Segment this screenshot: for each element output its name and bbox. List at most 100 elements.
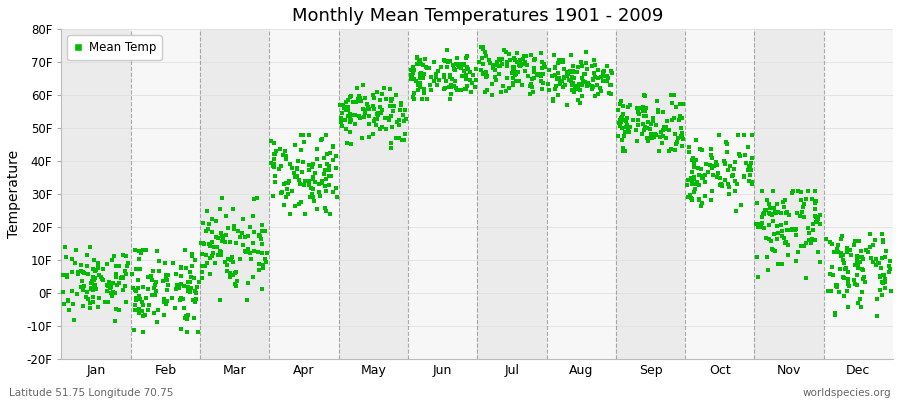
Point: [754, 224, 769, 230]
Point: [805, 236, 819, 242]
Point: [616, 144, 630, 151]
Point: [417, 71, 431, 77]
Point: [491, 59, 505, 65]
Point: [136, 329, 150, 335]
Point: [738, 160, 752, 167]
Point: [651, 109, 665, 115]
Point: [394, 102, 409, 108]
Point: [313, 163, 328, 169]
Point: [495, 61, 509, 67]
Point: [799, 240, 814, 246]
Point: [823, 270, 837, 277]
Point: [346, 99, 360, 105]
Point: [734, 202, 748, 208]
Point: [71, 270, 86, 277]
Point: [684, 195, 698, 201]
Point: [500, 75, 515, 81]
Point: [742, 178, 757, 184]
Point: [459, 53, 473, 59]
Point: [90, 303, 104, 310]
Point: [737, 152, 751, 158]
Point: [879, 248, 894, 254]
Point: [692, 196, 706, 202]
Point: [400, 116, 414, 122]
Point: [140, 247, 154, 254]
Point: [307, 198, 321, 204]
Point: [428, 74, 443, 80]
Point: [167, 305, 182, 312]
Point: [292, 177, 307, 183]
Point: [368, 115, 382, 122]
Point: [526, 89, 541, 96]
Point: [630, 138, 644, 144]
Point: [174, 281, 188, 287]
Point: [605, 70, 619, 76]
Point: [132, 293, 147, 300]
Point: [646, 115, 661, 122]
Point: [445, 76, 459, 82]
Point: [99, 261, 113, 268]
Point: [671, 117, 686, 124]
Point: [180, 288, 194, 294]
Point: [621, 129, 635, 136]
Point: [614, 118, 628, 125]
Point: [572, 82, 587, 88]
Point: [60, 274, 75, 280]
Point: [481, 86, 495, 93]
Point: [414, 70, 428, 76]
Point: [673, 113, 688, 119]
Point: [405, 74, 419, 80]
Point: [266, 140, 281, 146]
Point: [194, 269, 209, 275]
Point: [688, 157, 703, 163]
Point: [594, 88, 608, 94]
Point: [638, 108, 652, 114]
Point: [458, 86, 473, 92]
Point: [129, 295, 143, 302]
Point: [651, 107, 665, 113]
Point: [214, 194, 229, 201]
Point: [692, 182, 706, 188]
Point: [859, 279, 873, 285]
Point: [282, 177, 296, 184]
Point: [80, 288, 94, 295]
Point: [574, 63, 589, 70]
Point: [839, 264, 853, 271]
Point: [691, 197, 706, 203]
Point: [675, 143, 689, 150]
Point: [615, 137, 629, 143]
Point: [373, 103, 387, 110]
Point: [635, 104, 650, 110]
Point: [684, 176, 698, 182]
Point: [292, 200, 306, 207]
Point: [58, 301, 72, 308]
Point: [474, 66, 489, 73]
Point: [841, 245, 855, 251]
Point: [705, 187, 719, 194]
Point: [79, 294, 94, 301]
Point: [95, 276, 110, 283]
Point: [226, 259, 240, 265]
Point: [340, 104, 355, 110]
Point: [704, 152, 718, 158]
Point: [681, 144, 696, 150]
Point: [556, 84, 571, 90]
Point: [87, 257, 102, 264]
Point: [440, 46, 454, 53]
Point: [643, 125, 657, 132]
Point: [302, 178, 316, 184]
Point: [343, 111, 357, 117]
Point: [534, 78, 548, 84]
Point: [516, 82, 530, 88]
Point: [600, 73, 615, 80]
Point: [587, 57, 601, 64]
Point: [243, 250, 257, 256]
Point: [536, 80, 550, 86]
Point: [574, 93, 589, 100]
Point: [640, 135, 654, 141]
Point: [872, 260, 886, 266]
Point: [333, 102, 347, 109]
Point: [595, 78, 609, 84]
Point: [362, 113, 376, 119]
Point: [212, 206, 227, 213]
